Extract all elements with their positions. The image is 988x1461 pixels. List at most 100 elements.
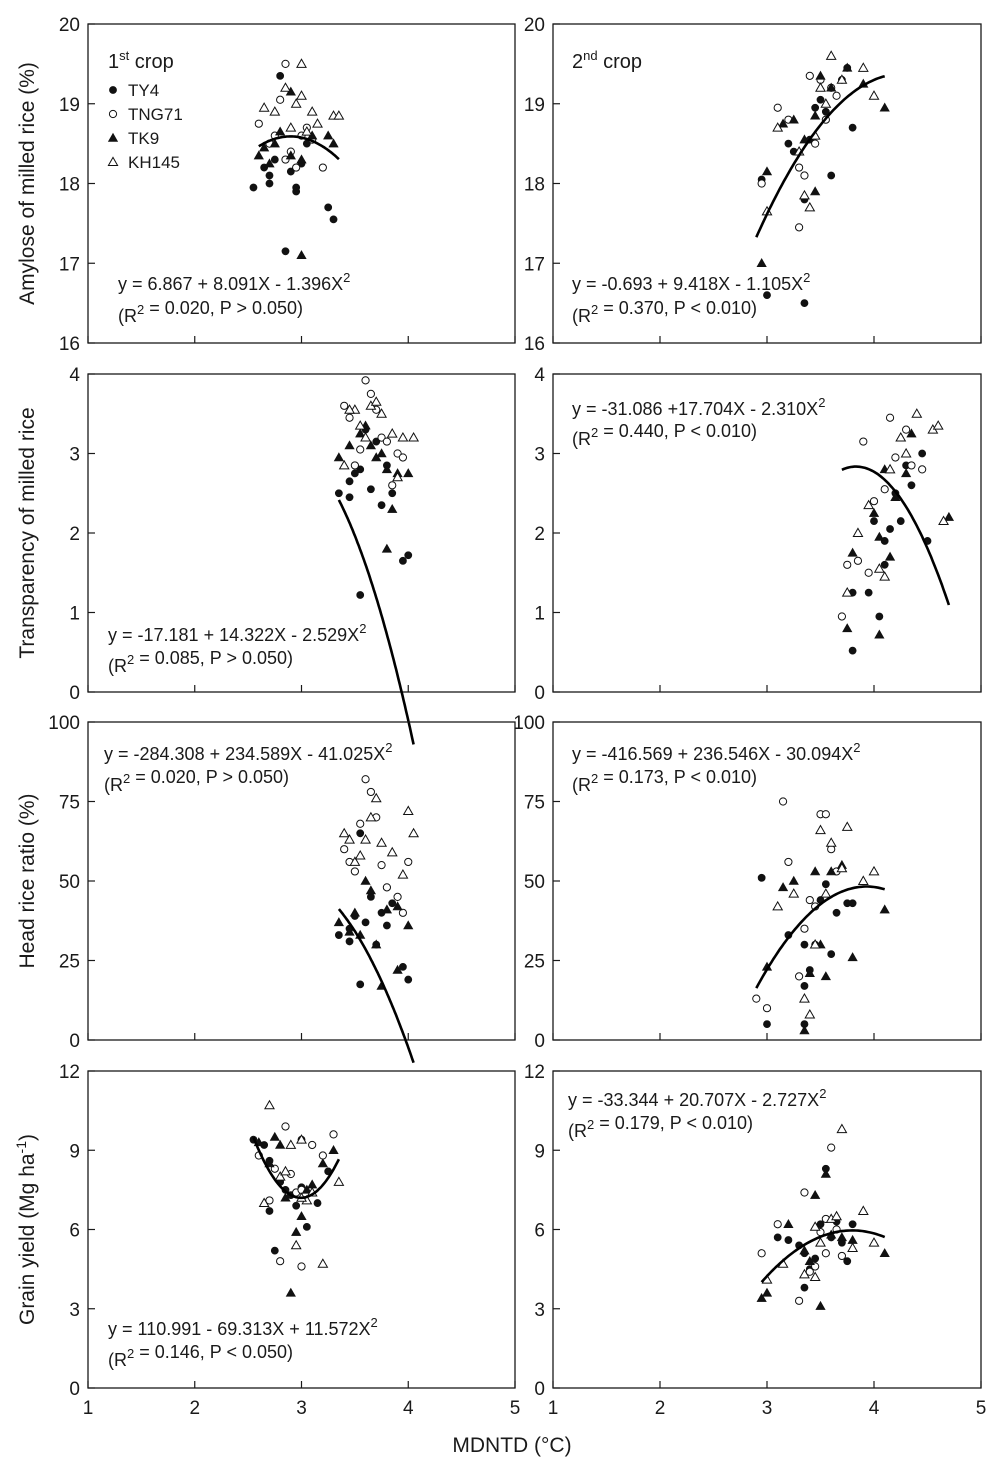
data-point-tng71 bbox=[773, 1220, 782, 1229]
data-point-kh145 bbox=[344, 834, 355, 844]
data-point-kh145 bbox=[296, 58, 307, 68]
data-point-kh145 bbox=[392, 471, 404, 482]
data-point-ty4 bbox=[356, 591, 365, 599]
data-point-tng71 bbox=[382, 883, 391, 892]
data-point-tk9 bbox=[355, 428, 366, 438]
data-point-tng71 bbox=[361, 376, 370, 385]
data-point-ty4 bbox=[265, 171, 274, 180]
data-point-tk9 bbox=[275, 1139, 286, 1149]
scatter-points bbox=[752, 797, 890, 1035]
data-point-kh145 bbox=[857, 875, 869, 885]
y-tick-label: 0 bbox=[69, 683, 80, 704]
y-axis-label: Amylose of milled rice (%) bbox=[16, 62, 39, 305]
data-point-tng71 bbox=[805, 895, 814, 905]
y-tick-label: 6 bbox=[69, 1221, 80, 1242]
data-point-tk9 bbox=[387, 503, 398, 513]
data-point-tng71 bbox=[318, 163, 327, 172]
data-point-kh145 bbox=[349, 856, 361, 866]
regression-curve bbox=[337, 499, 415, 745]
data-point-ty4 bbox=[377, 501, 386, 510]
data-point-ty4 bbox=[292, 1201, 301, 1210]
data-point-ty4 bbox=[784, 139, 793, 148]
data-point-kh145 bbox=[873, 563, 885, 573]
data-point-tk9 bbox=[285, 150, 296, 160]
data-point-tng71 bbox=[340, 845, 349, 854]
data-point-kh145 bbox=[408, 827, 420, 838]
data-point-kh145 bbox=[809, 1221, 821, 1231]
y-tick-label: 1 bbox=[534, 604, 545, 625]
data-point-tk9 bbox=[874, 629, 885, 639]
data-point-tng71 bbox=[752, 994, 761, 1003]
y-tick-label: 19 bbox=[59, 95, 80, 116]
data-point-tng71 bbox=[885, 413, 895, 422]
x-tick-label: 1 bbox=[83, 1398, 94, 1419]
regression-stats: (R2 = 0.146, P < 0.050) bbox=[108, 1342, 293, 1370]
y-tick-label: 1 bbox=[69, 604, 80, 625]
data-point-tk9 bbox=[296, 1211, 307, 1221]
data-point-tng71 bbox=[778, 797, 788, 806]
data-point-tk9 bbox=[392, 901, 403, 911]
data-point-kh145 bbox=[804, 1008, 816, 1019]
data-point-kh145 bbox=[360, 834, 372, 844]
legend-marker-kh145 bbox=[107, 156, 119, 166]
data-point-kh145 bbox=[932, 420, 944, 430]
y-tick-label: 0 bbox=[69, 1031, 80, 1052]
scatter-points bbox=[837, 408, 955, 655]
data-point-ty4 bbox=[827, 171, 836, 180]
y-axis-label: Head rice ratio (%) bbox=[16, 793, 39, 968]
data-point-ty4 bbox=[896, 517, 905, 525]
data-point-tk9 bbox=[307, 1179, 318, 1189]
regression-equation: y = -17.181 + 14.322X - 2.529X2 bbox=[108, 621, 366, 645]
data-point-tng71 bbox=[795, 163, 804, 172]
data-point-tk9 bbox=[900, 468, 912, 478]
data-point-tng71 bbox=[832, 91, 841, 100]
data-point-kh145 bbox=[788, 888, 800, 898]
data-point-tk9 bbox=[269, 1131, 280, 1141]
data-point-ty4 bbox=[388, 899, 397, 908]
data-point-ty4 bbox=[345, 477, 354, 486]
data-point-tng71 bbox=[902, 425, 911, 434]
y-tick-label: 19 bbox=[524, 95, 545, 116]
data-point-ty4 bbox=[270, 155, 279, 164]
x-tick-label: 2 bbox=[655, 1398, 666, 1419]
data-point-kh145 bbox=[798, 1268, 810, 1279]
data-point-ty4 bbox=[816, 1220, 825, 1229]
data-point-tk9 bbox=[879, 102, 890, 112]
data-point-tk9 bbox=[847, 1234, 858, 1244]
data-point-tk9 bbox=[788, 114, 799, 124]
data-point-tng71 bbox=[843, 560, 852, 569]
data-point-ty4 bbox=[366, 893, 375, 901]
data-point-kh145 bbox=[868, 1237, 880, 1247]
legend-marker-ty4 bbox=[109, 86, 117, 94]
data-point-tk9 bbox=[403, 920, 414, 930]
data-point-kh145 bbox=[879, 571, 891, 581]
regression-curve bbox=[755, 885, 886, 989]
legend-item-ty4: TY4 bbox=[109, 81, 159, 100]
data-point-tng71 bbox=[398, 453, 408, 462]
data-point-tk9 bbox=[253, 150, 264, 160]
data-point-tng71 bbox=[398, 908, 408, 917]
data-point-tng71 bbox=[281, 59, 290, 68]
data-point-kh145 bbox=[402, 805, 414, 815]
data-point-tng71 bbox=[795, 223, 804, 232]
data-point-ty4 bbox=[382, 921, 391, 930]
data-point-kh145 bbox=[815, 1237, 826, 1247]
data-point-kh145 bbox=[280, 82, 291, 92]
data-point-tng71 bbox=[393, 449, 402, 458]
data-point-ty4 bbox=[388, 489, 397, 498]
data-point-ty4 bbox=[827, 950, 836, 959]
y-tick-label: 4 bbox=[69, 365, 80, 386]
data-point-tk9 bbox=[879, 904, 890, 914]
data-point-tk9 bbox=[291, 1226, 302, 1236]
data-point-ty4 bbox=[848, 899, 857, 908]
data-point-tng71 bbox=[297, 1262, 306, 1271]
data-point-kh145 bbox=[397, 431, 409, 442]
data-point-kh145 bbox=[820, 98, 832, 108]
y-tick-label: 20 bbox=[59, 15, 80, 36]
data-point-ty4 bbox=[350, 469, 359, 478]
data-point-kh145 bbox=[296, 90, 307, 100]
data-point-tng71 bbox=[276, 1257, 285, 1266]
y-tick-label: 2 bbox=[69, 524, 80, 545]
data-point-tng71 bbox=[918, 465, 927, 474]
